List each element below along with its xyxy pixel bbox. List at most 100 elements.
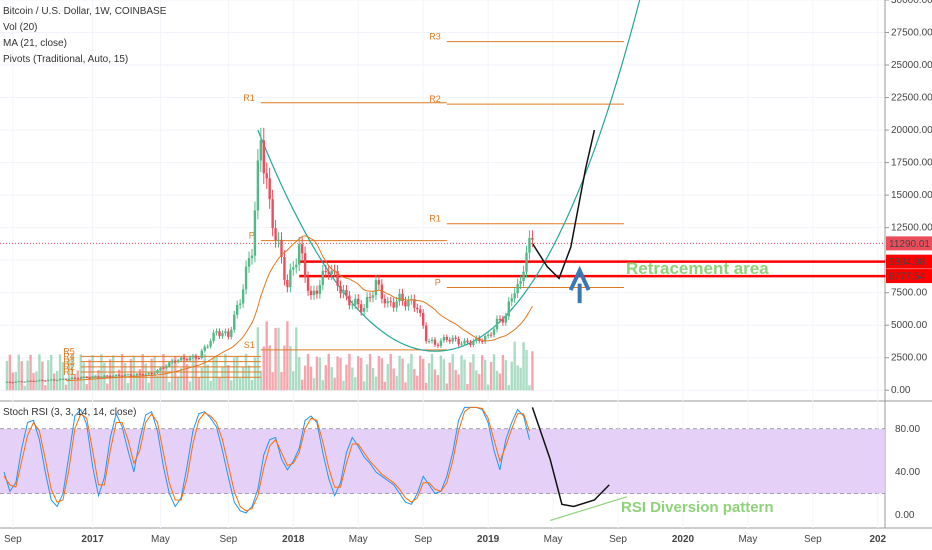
- candle-body: [489, 334, 493, 336]
- y-tick-label: 30000.00: [891, 0, 932, 6]
- candle-body: [407, 300, 410, 307]
- rsi-projection-path: [531, 407, 610, 508]
- volume-bar: [489, 362, 493, 391]
- pivot-label: R3: [429, 32, 441, 42]
- price-badge: [886, 254, 932, 269]
- x-tick-label: May: [738, 534, 757, 545]
- price-badge: [886, 236, 932, 251]
- candle-body: [321, 270, 325, 285]
- volume-bar: [230, 380, 233, 391]
- x-tick-label: Sep: [804, 534, 822, 545]
- volume-bar: [171, 358, 174, 391]
- candle-body: [365, 296, 369, 309]
- candle-body: [401, 293, 404, 302]
- candle-body: [156, 370, 159, 374]
- candle-body: [38, 380, 41, 382]
- volume-bar: [483, 359, 487, 391]
- pivot-label: S1: [244, 340, 255, 350]
- candle-body: [348, 295, 351, 306]
- chart-title: Bitcoin / U.S. Dollar, 1W, COINBASE: [3, 6, 167, 17]
- candle-body: [200, 350, 203, 359]
- volume-bar: [383, 381, 387, 391]
- volume-bar: [174, 355, 177, 391]
- candle-body: [188, 357, 192, 361]
- volume-bar: [342, 380, 345, 391]
- volume-bar: [478, 374, 481, 391]
- volume-bar: [377, 355, 381, 391]
- volume-bar: [247, 365, 251, 391]
- volume-bar: [330, 367, 333, 391]
- volume-bar: [416, 375, 419, 391]
- volume-bar: [159, 368, 162, 391]
- volume-bar: [436, 375, 440, 391]
- volume-bar: [324, 365, 327, 391]
- x-tick-label: 2020: [672, 534, 695, 545]
- candle-body: [280, 239, 283, 257]
- volume-bar: [528, 385, 531, 391]
- candle-body: [32, 380, 35, 382]
- volume-bar: [495, 370, 499, 391]
- y-tick-label: 27500.00: [891, 28, 932, 39]
- candle-body: [50, 379, 53, 381]
- candle-body: [492, 329, 496, 335]
- rsi-tick-label: 80.00: [895, 424, 920, 435]
- volume-bar: [221, 367, 224, 391]
- x-tick-label: 202: [869, 534, 886, 545]
- candle-body: [451, 337, 454, 342]
- candle-body: [58, 378, 62, 381]
- candle-body: [501, 319, 505, 323]
- candle-body: [377, 280, 381, 285]
- candle-body: [103, 375, 106, 377]
- volume-bar: [445, 383, 448, 391]
- volume-bar: [209, 380, 212, 391]
- candle-body: [236, 304, 239, 315]
- volume-bar: [442, 359, 446, 391]
- rsi-pattern-label: RSI Diversion pattern: [621, 499, 774, 516]
- stoch-rsi-lines: [3, 406, 628, 522]
- volume-bar: [289, 346, 292, 391]
- volume-bar: [29, 354, 32, 391]
- candle-body: [191, 355, 195, 358]
- candle-body: [168, 362, 171, 367]
- candle-body: [70, 377, 74, 379]
- pivot-label: R2: [63, 362, 75, 372]
- volume-bar: [421, 358, 425, 391]
- candle-body: [531, 237, 534, 240]
- candle-body: [117, 374, 121, 376]
- candle-body: [439, 340, 443, 346]
- volume-bar: [365, 364, 369, 391]
- candle-body: [374, 280, 378, 296]
- candle-body: [433, 339, 437, 345]
- candle-body: [52, 379, 56, 381]
- volume-bar: [368, 353, 372, 391]
- candle-body: [230, 329, 233, 337]
- price-candles: [5, 127, 534, 384]
- candle-body: [138, 373, 141, 375]
- pivot-label: R3: [63, 357, 75, 367]
- candle-body: [73, 377, 77, 379]
- support-levels: [299, 260, 885, 278]
- volume-bar: [492, 354, 496, 391]
- volume-bar: [419, 355, 422, 391]
- candle-body: [424, 325, 428, 342]
- candle-body: [112, 375, 115, 377]
- volume-bar: [191, 358, 195, 391]
- indicator-ma: MA (21, close): [3, 38, 67, 49]
- candle-body: [79, 377, 82, 379]
- rsi-trendline: [549, 496, 628, 522]
- volume-bar: [321, 380, 325, 391]
- candle-body: [5, 381, 9, 383]
- candle-body: [495, 318, 499, 330]
- x-tick-label: May: [544, 534, 563, 545]
- candle-body: [430, 339, 434, 342]
- volume-bar: [50, 354, 53, 391]
- volume-bar: [380, 358, 384, 391]
- candle-body: [238, 303, 242, 305]
- x-tick-label: May: [151, 534, 170, 545]
- volume-bar: [424, 382, 428, 391]
- candle-body: [11, 382, 15, 384]
- candle-body: [427, 341, 431, 343]
- volume-bar: [109, 359, 112, 391]
- volume-bar: [413, 368, 416, 391]
